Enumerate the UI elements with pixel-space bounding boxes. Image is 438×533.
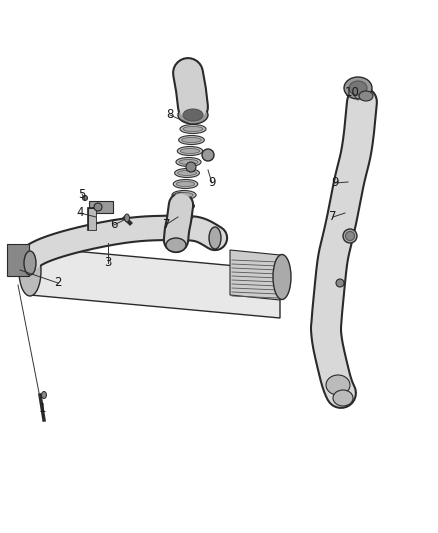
Ellipse shape bbox=[183, 126, 203, 132]
Text: 1: 1 bbox=[38, 401, 46, 415]
Text: 6: 6 bbox=[110, 219, 118, 231]
Ellipse shape bbox=[177, 147, 203, 156]
Ellipse shape bbox=[175, 168, 199, 177]
Ellipse shape bbox=[359, 91, 373, 101]
Ellipse shape bbox=[94, 203, 102, 211]
Text: 5: 5 bbox=[78, 188, 86, 200]
Ellipse shape bbox=[183, 109, 203, 121]
Ellipse shape bbox=[42, 392, 46, 399]
Text: 7: 7 bbox=[163, 217, 171, 230]
Ellipse shape bbox=[180, 125, 206, 133]
Ellipse shape bbox=[82, 196, 88, 200]
Ellipse shape bbox=[273, 254, 291, 300]
Ellipse shape bbox=[178, 106, 208, 124]
Ellipse shape bbox=[176, 182, 195, 187]
Ellipse shape bbox=[186, 162, 196, 172]
Ellipse shape bbox=[177, 171, 196, 175]
Polygon shape bbox=[30, 247, 280, 318]
Text: 4: 4 bbox=[76, 206, 84, 220]
Ellipse shape bbox=[176, 157, 201, 166]
Ellipse shape bbox=[173, 204, 191, 208]
Ellipse shape bbox=[202, 149, 214, 161]
Ellipse shape bbox=[166, 238, 186, 252]
Text: 9: 9 bbox=[208, 176, 216, 190]
Ellipse shape bbox=[124, 214, 130, 222]
Ellipse shape bbox=[172, 190, 196, 199]
Polygon shape bbox=[230, 250, 280, 300]
Ellipse shape bbox=[173, 180, 198, 189]
Text: 2: 2 bbox=[54, 277, 62, 289]
Text: 10: 10 bbox=[345, 86, 360, 100]
FancyBboxPatch shape bbox=[89, 201, 113, 213]
Ellipse shape bbox=[344, 77, 372, 99]
Ellipse shape bbox=[182, 138, 201, 142]
Text: 7: 7 bbox=[329, 211, 337, 223]
Ellipse shape bbox=[179, 159, 198, 165]
Ellipse shape bbox=[170, 201, 194, 211]
Text: 3: 3 bbox=[104, 256, 112, 270]
Ellipse shape bbox=[336, 279, 344, 287]
Ellipse shape bbox=[209, 227, 221, 249]
Ellipse shape bbox=[333, 390, 353, 406]
Ellipse shape bbox=[175, 192, 193, 198]
Ellipse shape bbox=[169, 213, 193, 222]
Ellipse shape bbox=[180, 149, 200, 154]
Ellipse shape bbox=[179, 135, 205, 144]
Ellipse shape bbox=[349, 81, 367, 95]
Ellipse shape bbox=[343, 229, 357, 243]
Ellipse shape bbox=[19, 246, 41, 296]
Text: 9: 9 bbox=[331, 176, 339, 190]
Ellipse shape bbox=[24, 251, 36, 275]
Ellipse shape bbox=[172, 214, 190, 220]
FancyBboxPatch shape bbox=[7, 244, 29, 276]
Ellipse shape bbox=[326, 375, 350, 395]
Text: 8: 8 bbox=[166, 109, 174, 122]
Ellipse shape bbox=[346, 231, 354, 240]
